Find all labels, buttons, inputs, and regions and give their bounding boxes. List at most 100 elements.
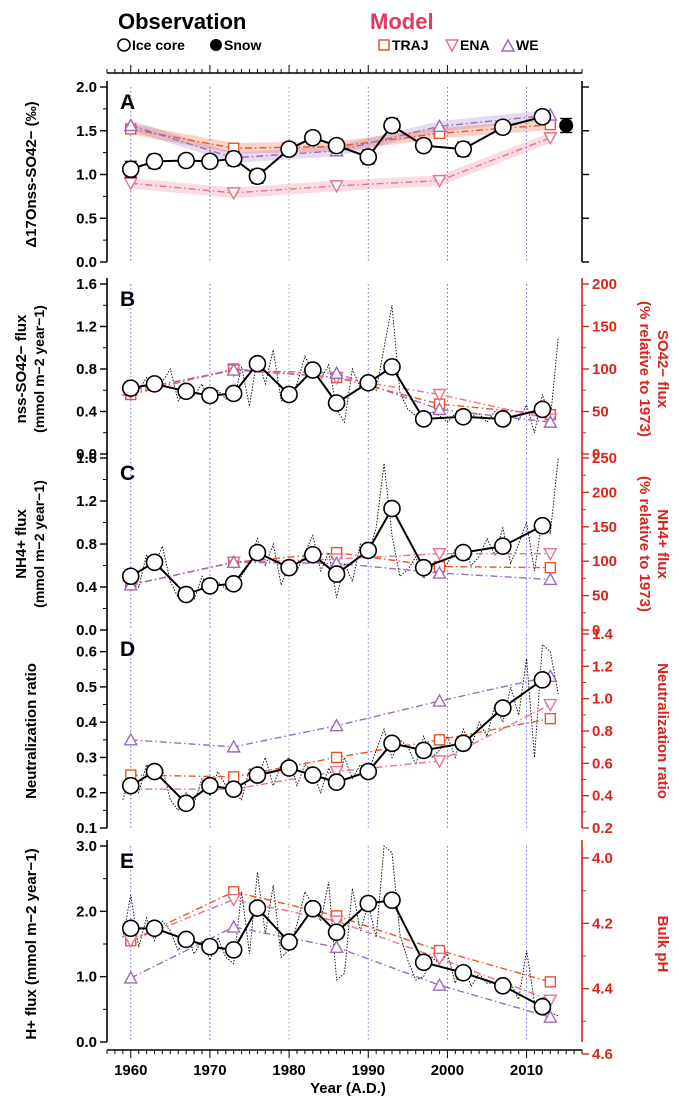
y-tick-label: 0.1 bbox=[76, 820, 97, 837]
ice-core-point bbox=[121, 379, 140, 397]
y-axis-units: (mmol m−2 year−1) bbox=[31, 480, 47, 608]
model-point-we bbox=[329, 718, 344, 732]
x-tick-label: 1960 bbox=[114, 1062, 147, 1079]
model-point-ena bbox=[123, 177, 138, 191]
ice-core-point bbox=[359, 541, 378, 560]
right-y-tick-label: 200 bbox=[592, 276, 617, 293]
model-point-we bbox=[432, 977, 447, 991]
right-y-tick-label: 1.2 bbox=[592, 658, 613, 675]
model-point-ena bbox=[543, 132, 558, 146]
right-y-axis-title: SO42− flux bbox=[654, 330, 671, 409]
ice-core-point bbox=[494, 118, 512, 137]
ice-core-point bbox=[177, 382, 195, 401]
model-point-we bbox=[123, 732, 138, 746]
ice-core-point bbox=[359, 894, 378, 913]
right-y-tick-label: 4.4 bbox=[592, 981, 614, 998]
model-point-we bbox=[226, 554, 241, 568]
right-y-tick-label: 0.6 bbox=[592, 755, 613, 772]
ice-core-point bbox=[304, 361, 322, 379]
y-tick-label: 1.6 bbox=[76, 450, 97, 467]
ice-core-point bbox=[454, 140, 473, 158]
ice-core-point bbox=[383, 499, 401, 518]
y-tick-label: 0.5 bbox=[76, 210, 97, 227]
model-point-ena bbox=[432, 388, 447, 402]
y-tick-label: 0.8 bbox=[76, 536, 97, 553]
y-axis-title: NH4+ flux bbox=[13, 509, 30, 579]
right-y-tick-label: 0.8 bbox=[592, 723, 613, 740]
ice-core-point bbox=[145, 375, 164, 393]
right-y-tick-label: 1.4 bbox=[592, 626, 614, 643]
y-tick-label: 1.0 bbox=[76, 969, 97, 986]
ice-core-point bbox=[280, 759, 298, 777]
ice-core-point bbox=[359, 148, 378, 166]
model-point-we bbox=[226, 919, 241, 933]
y-tick-label: 0.0 bbox=[76, 446, 97, 463]
right-y-tick-label: 50 bbox=[592, 588, 609, 605]
model-point-traj bbox=[330, 751, 343, 764]
ice-core-point bbox=[494, 977, 512, 995]
y-tick-label: 1.5 bbox=[76, 123, 97, 140]
ice-core-point bbox=[359, 762, 378, 781]
ice-core-point bbox=[201, 937, 219, 956]
ice-core-point bbox=[454, 543, 473, 562]
model-point-ena bbox=[432, 755, 447, 769]
ice-core-point bbox=[280, 558, 298, 577]
ice-core-point bbox=[414, 136, 433, 155]
y-tick-label: 1.6 bbox=[76, 276, 97, 293]
ice-core-point bbox=[280, 933, 298, 951]
y-tick-label: 1.2 bbox=[76, 319, 97, 336]
ice-core-point bbox=[248, 766, 267, 784]
right-y-tick-label: 200 bbox=[592, 484, 617, 501]
model-point-we bbox=[123, 118, 138, 132]
right-y-tick-label: 250 bbox=[592, 450, 617, 467]
ice-core-point bbox=[280, 140, 298, 158]
model-point-we bbox=[329, 365, 344, 379]
model-point-ena bbox=[432, 174, 447, 189]
right-y-tick-label: 4.6 bbox=[592, 1046, 613, 1063]
legend-ena-marker bbox=[444, 39, 460, 53]
y-tick-label: 0.2 bbox=[76, 785, 97, 802]
legend-snow-marker bbox=[210, 39, 222, 51]
ice-core-point bbox=[327, 136, 346, 155]
ice-core-point bbox=[224, 384, 243, 403]
y-tick-label: 1.2 bbox=[76, 493, 97, 510]
y-tick-label: 0.6 bbox=[76, 644, 97, 661]
right-y-tick-label: 100 bbox=[592, 361, 617, 378]
ice-core-point bbox=[177, 585, 195, 604]
model-point-traj bbox=[544, 712, 557, 725]
ice-core-point bbox=[224, 574, 243, 593]
ice-core-point bbox=[454, 963, 473, 982]
model-band-ena bbox=[130, 132, 551, 199]
ice-core-point bbox=[201, 152, 219, 171]
ice-core-point bbox=[414, 410, 433, 428]
ice-core-point bbox=[121, 776, 140, 795]
annual-record-line bbox=[122, 305, 559, 433]
y-axis-title: nss-SO42− flux bbox=[13, 314, 30, 423]
ice-core-point bbox=[248, 167, 267, 186]
x-tick-label: 1970 bbox=[193, 1062, 226, 1079]
ice-core-point bbox=[383, 891, 401, 910]
legend-traj-marker bbox=[378, 39, 390, 51]
ice-core-point bbox=[454, 734, 473, 753]
right-y-tick-label: 4.2 bbox=[592, 915, 613, 932]
y-tick-label: 0.4 bbox=[76, 714, 98, 731]
right-y-tick-label: 50 bbox=[592, 404, 609, 421]
ice-core-point bbox=[533, 107, 552, 126]
y-tick-label: 3.0 bbox=[76, 838, 97, 855]
y-axis-title: H+ flux (mmol m−2 year−1) bbox=[23, 848, 40, 1039]
right-y-axis-title: Bulk pH bbox=[654, 916, 671, 973]
ice-core-point bbox=[248, 354, 267, 373]
ice-core-point bbox=[494, 699, 512, 717]
legend-we-marker bbox=[500, 38, 516, 52]
x-axis-title: Year (A.D.) bbox=[310, 1080, 386, 1097]
model-point-traj bbox=[227, 771, 240, 783]
ice-core-point bbox=[327, 923, 346, 942]
ice-core-point bbox=[494, 537, 512, 555]
ice-core-point bbox=[414, 953, 433, 972]
ice-core-point bbox=[383, 358, 401, 376]
y-axis-units: (mmol m−2 year−1) bbox=[31, 305, 47, 433]
ice-core-point bbox=[145, 152, 164, 171]
ice-core-point bbox=[533, 516, 552, 535]
ice-core-point bbox=[248, 543, 267, 562]
